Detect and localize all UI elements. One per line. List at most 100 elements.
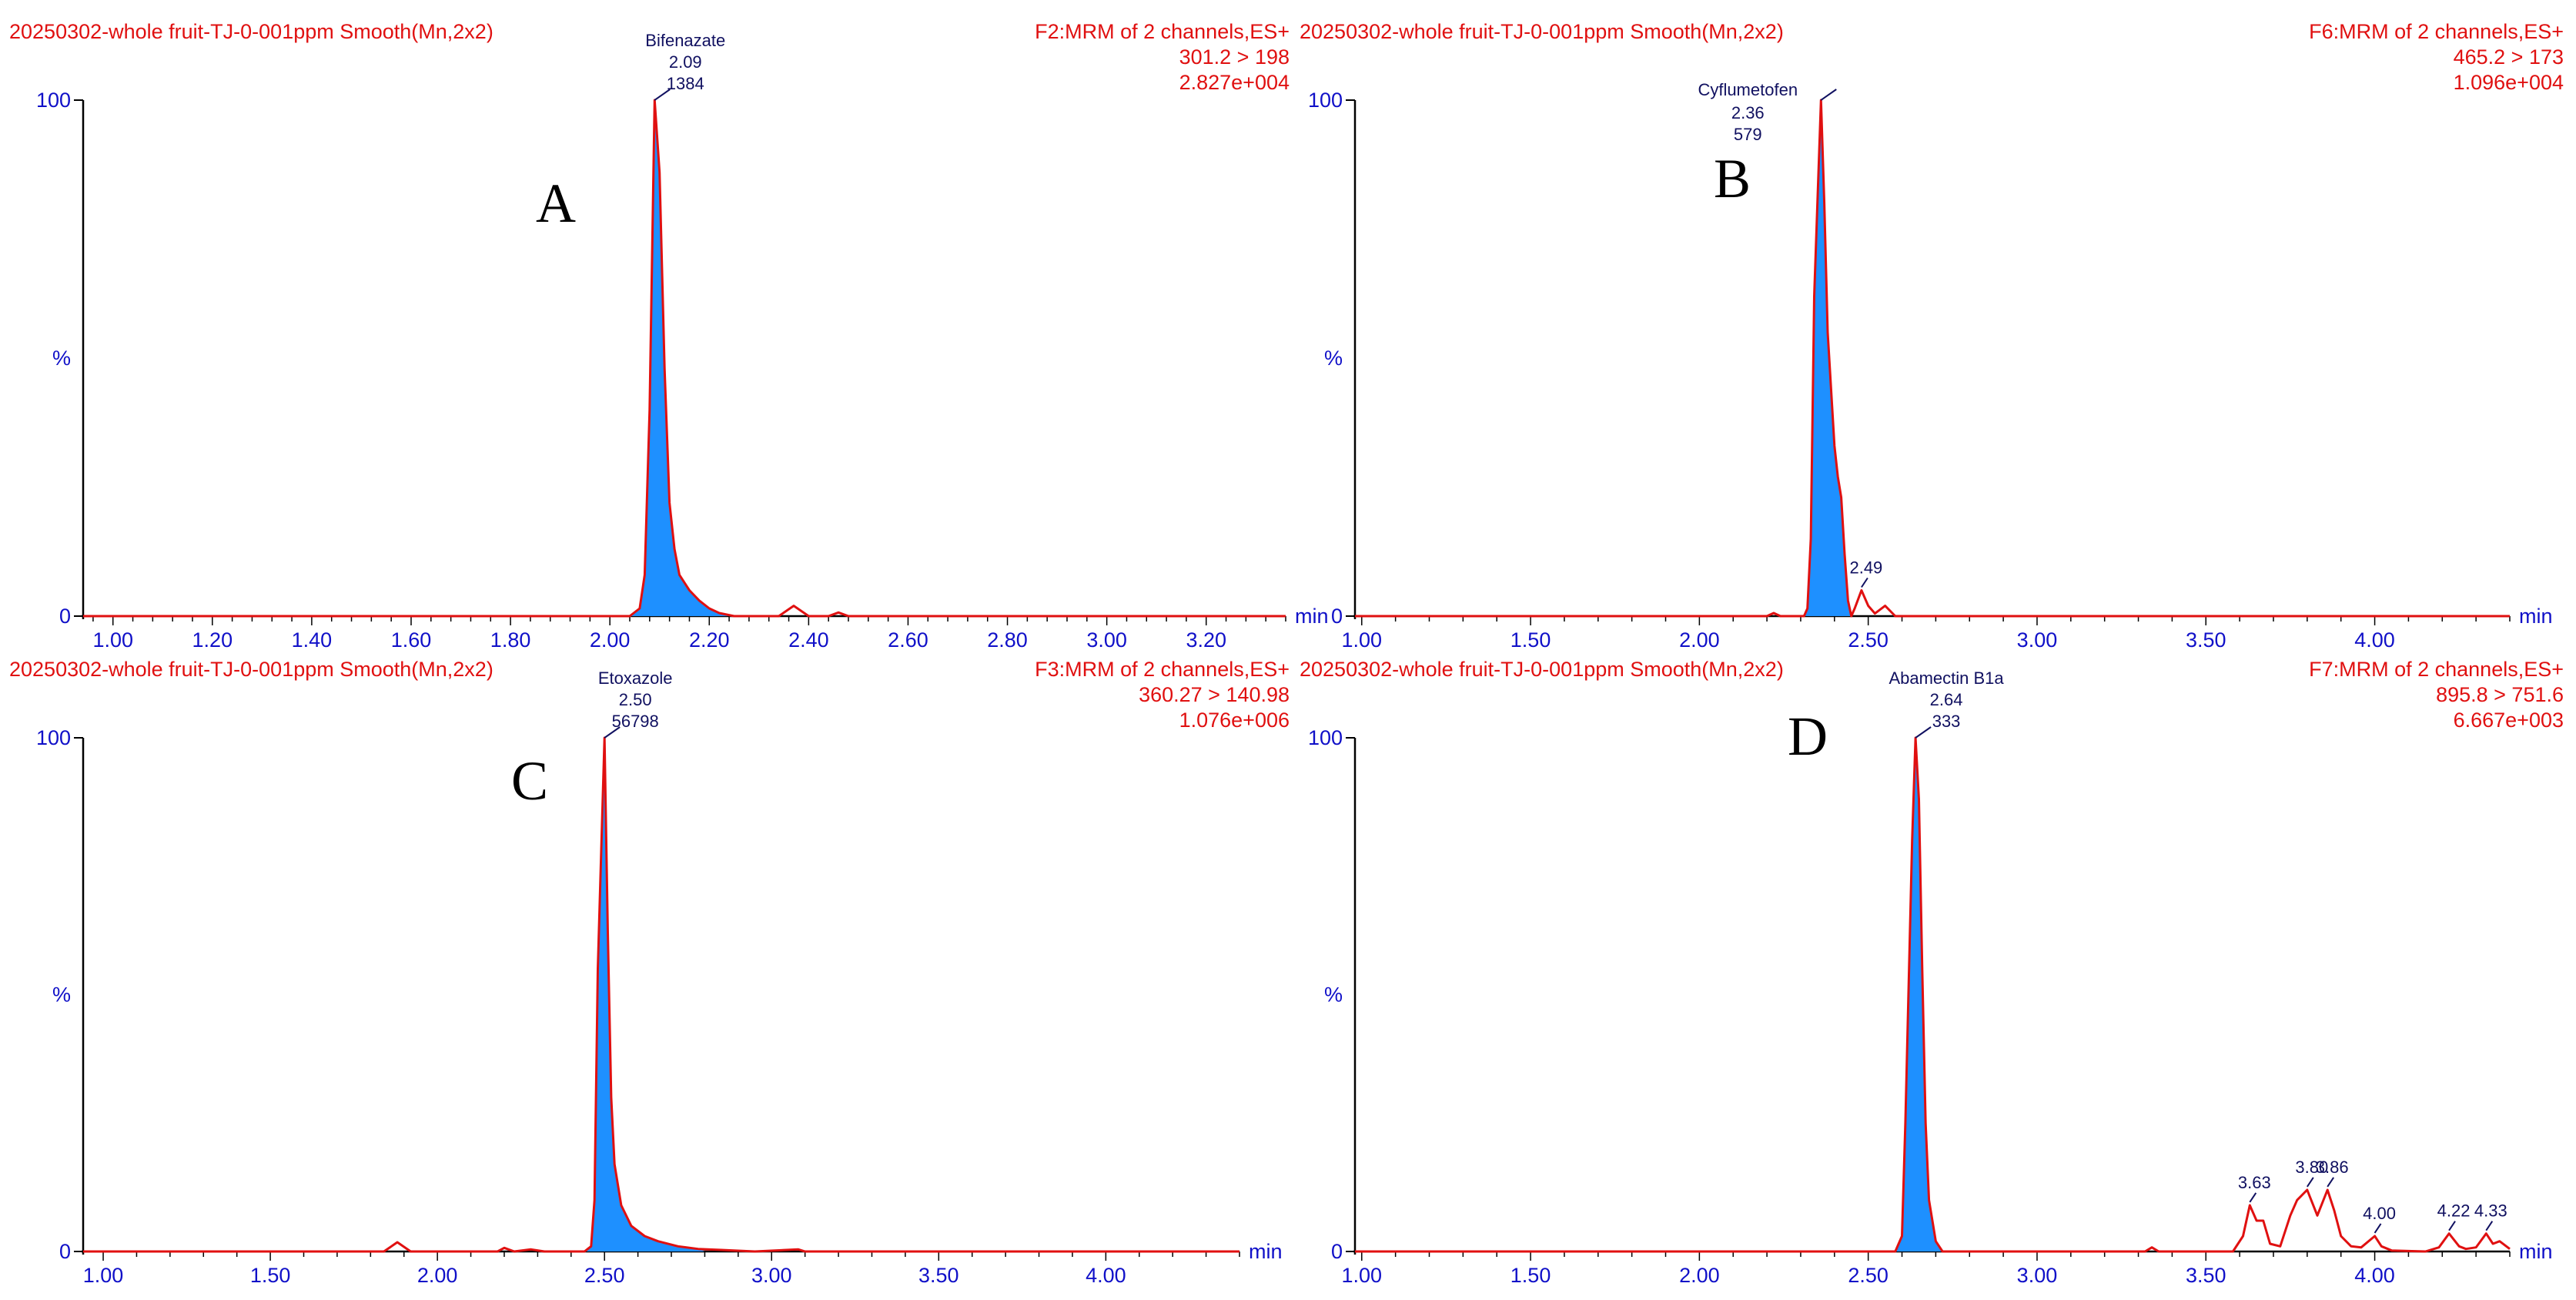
channel-header-line: 2.827e+004 [1179, 71, 1290, 94]
peak-rt: 3.80 [2295, 1158, 2328, 1177]
peak-rt: 2.50 [619, 690, 652, 709]
y-tick-label: 0 [1331, 605, 1343, 628]
x-tick-label: 3.50 [2186, 628, 2226, 652]
peak-name: Cyflumetofen [1698, 80, 1798, 99]
x-tick-label: 2.80 [987, 628, 1028, 652]
peak-label: 4.00 [2363, 1204, 2396, 1234]
channel-header-line: 465.2 > 173 [2454, 45, 2564, 69]
x-tick-label: 3.00 [2017, 628, 2058, 652]
x-tick-label: 3.50 [2186, 1264, 2226, 1287]
chromatogram-trace [1355, 736, 2511, 1253]
x-tick-label: 1.00 [92, 628, 133, 652]
peak-leader [2249, 1192, 2257, 1203]
x-tick-label: 2.50 [1848, 628, 1889, 652]
x-tick-label: 1.00 [83, 1264, 124, 1287]
peak-label: Abamectin B1a 2.64 333 [1889, 668, 2004, 739]
x-axis-label: min [1249, 1240, 1283, 1263]
peak-rt: 2.09 [669, 52, 702, 72]
channel-header-line: 301.2 > 198 [1179, 45, 1290, 69]
peak-label: Etoxazole 2.50 56798 [598, 668, 673, 739]
peak-label: 2.49 [1849, 558, 1882, 588]
peak-area: 579 [1734, 125, 1762, 144]
peak-leader [1915, 726, 1932, 739]
peak-leader [604, 726, 621, 739]
peak-area-fill [630, 100, 734, 616]
x-tick-label: 2.50 [1848, 1264, 1889, 1287]
x-tick-label: 4.00 [1086, 1264, 1126, 1287]
chromatogram-trace [1355, 99, 2510, 618]
x-axis-label: min [2519, 1240, 2553, 1263]
peak-label: 3.80 [2295, 1158, 2328, 1188]
x-tick-label: 4.00 [2354, 1264, 2395, 1287]
x-tick-label: 1.50 [1510, 1264, 1551, 1287]
y-axis-label: % [52, 347, 71, 370]
peak-label: 3.86 [2316, 1158, 2349, 1188]
channel-header-line: 6.667e+003 [2454, 709, 2564, 732]
x-tick-label: 1.00 [1341, 628, 1382, 652]
peak-label: 4.33 [2474, 1201, 2507, 1231]
x-tick-label: 3.00 [751, 1264, 792, 1287]
peak-area: 56798 [612, 712, 659, 731]
peak-name: Abamectin B1a [1889, 668, 2004, 688]
peak-label: Bifenazate 2.09 1384 [645, 31, 725, 101]
sample-header: 20250302-whole fruit-TJ-0-001ppm Smooth(… [9, 658, 493, 681]
peak-leader [1861, 577, 1868, 588]
peak-leader [2485, 1221, 2494, 1231]
peak-label: 4.22 [2437, 1201, 2471, 1231]
chromatogram-panel-b: 20250302-whole fruit-TJ-0-001ppm Smooth(… [1300, 20, 2564, 652]
peak-rt: 2.49 [1849, 558, 1882, 578]
channel-header-line: 1.096e+004 [2454, 71, 2564, 94]
channel-header-line: F3:MRM of 2 channels,ES+ [1035, 658, 1290, 681]
sample-header: 20250302-whole fruit-TJ-0-001ppm Smooth(… [1300, 20, 1784, 43]
channel-header-line: F7:MRM of 2 channels,ES+ [2309, 658, 2564, 681]
peak-rt: 3.86 [2316, 1158, 2349, 1177]
peak-leader [2374, 1223, 2382, 1234]
panel-letter: C [511, 750, 548, 812]
x-tick-label: 1.50 [1510, 628, 1551, 652]
x-tick-label: 2.00 [590, 628, 631, 652]
y-axis-label: % [52, 983, 71, 1007]
chromatogram-trace [83, 736, 1239, 1253]
x-tick-label: 2.20 [689, 628, 730, 652]
y-tick-label: 100 [1308, 726, 1343, 749]
y-tick-label: 0 [59, 605, 71, 628]
x-tick-label: 4.00 [2354, 628, 2395, 652]
y-axis-label: % [1324, 983, 1343, 1007]
y-tick-label: 100 [36, 89, 71, 112]
x-tick-label: 1.50 [250, 1264, 291, 1287]
x-axis-label: min [2519, 605, 2553, 628]
peak-name: Etoxazole [598, 668, 673, 688]
sample-header: 20250302-whole fruit-TJ-0-001ppm Smooth(… [9, 20, 493, 43]
peak-leader [2327, 1177, 2334, 1188]
panel-letter: A [536, 173, 576, 234]
chromatogram-panel-a: 20250302-whole fruit-TJ-0-001ppm Smooth(… [9, 20, 1329, 652]
peak-area-fill [1895, 738, 1943, 1251]
x-tick-label: 1.40 [292, 628, 333, 652]
channel-header-line: F2:MRM of 2 channels,ES+ [1035, 20, 1290, 43]
chromatogram-panel-d: 20250302-whole fruit-TJ-0-001ppm Smooth(… [1300, 658, 2564, 1287]
peak-label: Cyflumetofen 2.36 579 [1698, 80, 1837, 144]
peak-leader [654, 89, 671, 101]
chromatogram-trace [83, 99, 1286, 618]
peak-rt: 4.33 [2474, 1201, 2507, 1221]
peak-leader [2307, 1177, 2314, 1188]
peak-leader [1820, 89, 1837, 101]
peak-rt: 4.22 [2437, 1201, 2471, 1221]
x-tick-label: 2.00 [1679, 628, 1720, 652]
peak-area: 1384 [667, 74, 704, 93]
x-tick-label: 3.00 [1086, 628, 1127, 652]
y-tick-label: 0 [59, 1240, 71, 1263]
y-axis-label: % [1324, 347, 1343, 370]
peak-area: 333 [1932, 712, 1961, 731]
peak-rt: 4.00 [2363, 1204, 2396, 1223]
x-tick-label: 2.60 [888, 628, 928, 652]
peak-label: 3.63 [2238, 1173, 2271, 1203]
channel-header-line: 1.076e+006 [1179, 709, 1290, 732]
peak-rt: 3.63 [2238, 1173, 2271, 1192]
panel-letter: D [1788, 705, 1828, 767]
peak-rt: 2.64 [1930, 690, 1963, 709]
sample-header: 20250302-whole fruit-TJ-0-001ppm Smooth(… [1300, 658, 1784, 681]
x-tick-label: 1.00 [1341, 1264, 1382, 1287]
channel-header-line: F6:MRM of 2 channels,ES+ [2309, 20, 2564, 43]
